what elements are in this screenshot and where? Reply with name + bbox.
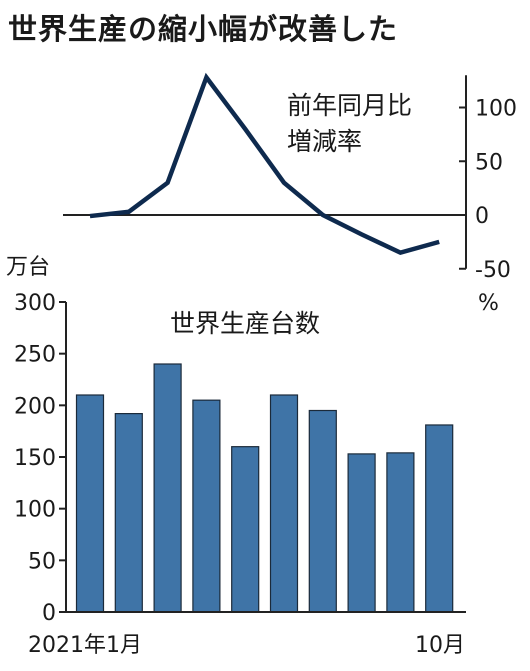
bar-tick-label: 300 (14, 291, 56, 316)
bar (308, 409, 337, 613)
bar-tick-label: 100 (14, 498, 56, 523)
series-line (89, 72, 440, 256)
bar-tick-label: 0 (42, 601, 56, 626)
chart-title: 世界生産の縮小幅が改善した (8, 12, 399, 46)
bar-chart: 万台 300 250 200 150 100 50 0 世界生産台数 2021年1月 10月 (6, 255, 466, 658)
bar (386, 452, 415, 613)
bars (75, 363, 454, 613)
bar-tick-label: 150 (14, 446, 56, 471)
bar (75, 394, 105, 613)
line-y-ticks: 100 50 0 -50 (459, 97, 517, 283)
bar (347, 453, 376, 613)
bar (231, 446, 260, 613)
bar-tick-label: 200 (14, 394, 56, 419)
bar (269, 394, 299, 613)
x-label-last: 10月 (415, 633, 465, 658)
line-chart-label-line1: 前年同月比 (287, 91, 412, 120)
bar-y-ticks: 300 250 200 150 100 50 0 (14, 291, 66, 626)
line-tick-label: 50 (475, 150, 503, 175)
bar (114, 413, 143, 613)
line-tick-label: 100 (475, 97, 517, 122)
bar (153, 363, 182, 613)
bar (425, 424, 454, 613)
line-tick-label: 0 (475, 204, 489, 229)
bar-unit-label: 万台 (6, 255, 50, 280)
line-chart-label-line2: 増減率 (287, 127, 362, 156)
bar-chart-label: 世界生産台数 (170, 309, 320, 338)
bar-tick-label: 250 (14, 343, 56, 368)
x-label-first: 2021年1月 (28, 633, 142, 658)
bar-tick-label: 50 (28, 549, 56, 574)
line-tick-label: -50 (475, 258, 511, 283)
line-unit-label: % (478, 291, 499, 316)
line-chart: 100 50 0 -50 前年同月比 増減率 % (63, 72, 517, 316)
bar (192, 399, 221, 613)
